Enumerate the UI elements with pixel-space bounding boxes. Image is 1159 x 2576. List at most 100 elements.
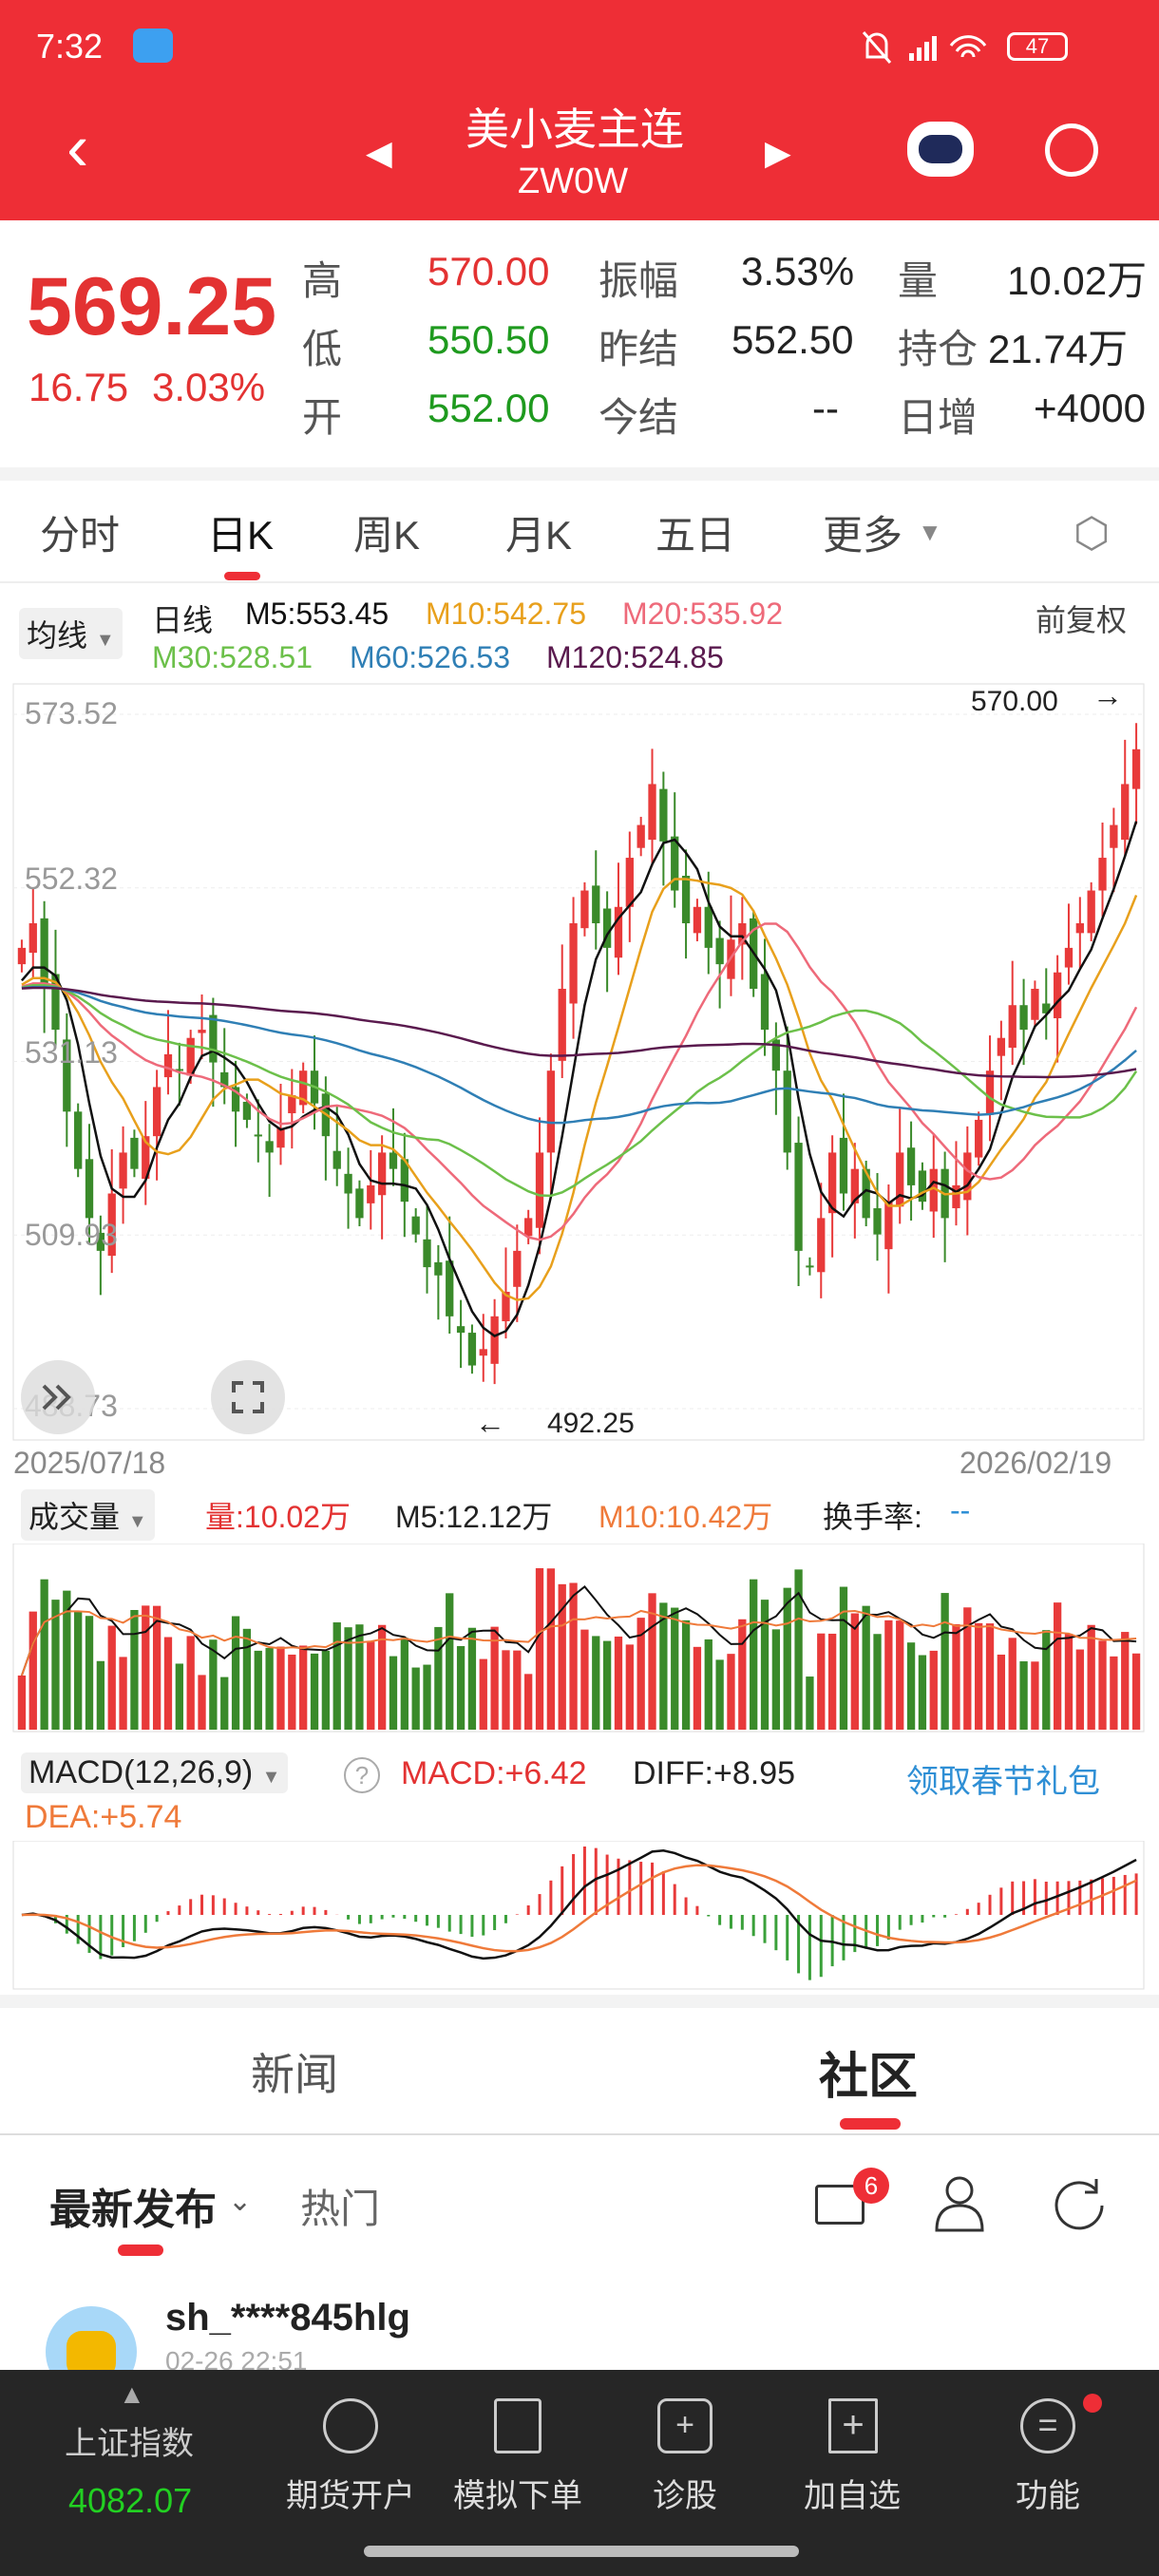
tab-community[interactable]: 社区 bbox=[819, 2050, 919, 2105]
menu-icon[interactable]: = bbox=[1020, 2398, 1075, 2453]
mail-icon[interactable] bbox=[815, 2185, 864, 2225]
candle bbox=[209, 1014, 218, 1063]
volume-bar bbox=[186, 1636, 195, 1730]
candle bbox=[952, 1184, 960, 1209]
nav-add-watchlist[interactable]: 加自选 bbox=[804, 2478, 901, 2514]
active-tab-indicator bbox=[224, 572, 260, 580]
candle bbox=[130, 1137, 139, 1169]
help-icon[interactable]: ? bbox=[344, 1757, 380, 1793]
candle bbox=[1087, 890, 1095, 934]
triangle-up-icon: ▲ bbox=[119, 2379, 145, 2409]
volume-bar bbox=[806, 1676, 814, 1730]
candle bbox=[693, 906, 702, 934]
candle bbox=[513, 1250, 522, 1287]
tab-news[interactable]: 新闻 bbox=[251, 2050, 338, 2099]
volume-bar bbox=[535, 1568, 544, 1730]
index-name[interactable]: 上证指数 bbox=[65, 2426, 194, 2462]
volume-bar bbox=[411, 1667, 420, 1730]
candle bbox=[558, 988, 566, 1061]
volume-bar bbox=[636, 1618, 645, 1730]
latest-posts-tab[interactable]: 最新发布 bbox=[49, 2187, 217, 2233]
candle bbox=[648, 784, 656, 841]
volume-bar bbox=[940, 1593, 949, 1730]
settings-hexagon-icon[interactable]: ⬡ bbox=[1074, 510, 1111, 557]
volume-bar bbox=[614, 1636, 623, 1730]
volume-bar bbox=[220, 1676, 229, 1730]
candle bbox=[929, 1168, 938, 1212]
m30-line bbox=[21, 984, 1138, 1198]
refresh-icon[interactable] bbox=[1049, 2171, 1110, 2232]
candle bbox=[839, 1137, 848, 1194]
status-time: 7:32 bbox=[36, 27, 104, 66]
candlestick-chart[interactable] bbox=[0, 682, 1159, 1442]
nav-simulated-order[interactable]: 模拟下单 bbox=[453, 2478, 582, 2514]
robot-assistant-icon[interactable] bbox=[907, 122, 974, 177]
futures-account-icon[interactable] bbox=[323, 2398, 378, 2453]
search-icon[interactable] bbox=[1045, 123, 1098, 177]
volume-chart bbox=[12, 1544, 1145, 1733]
candle bbox=[355, 1188, 364, 1219]
tab-weekly-k[interactable]: 周K bbox=[353, 513, 421, 558]
volume-bar bbox=[580, 1629, 589, 1730]
candle bbox=[276, 1127, 285, 1148]
nav-functions[interactable]: 功能 bbox=[1016, 2478, 1080, 2514]
volume-bar bbox=[355, 1624, 364, 1730]
macd-selector[interactable]: MACD(12,26,9) ▼ bbox=[21, 1752, 289, 1793]
next-contract-icon[interactable]: ▶ bbox=[765, 133, 791, 172]
volume-bar bbox=[929, 1650, 938, 1730]
volume-bar bbox=[377, 1624, 387, 1730]
candle bbox=[1053, 972, 1062, 1019]
chevron-down-icon[interactable]: ⌄ bbox=[228, 2186, 253, 2217]
tab-five-day[interactable]: 五日 bbox=[656, 513, 736, 558]
m30-label: M30:528.51 bbox=[152, 640, 314, 674]
candle bbox=[434, 1261, 443, 1276]
simulated-order-icon[interactable] bbox=[494, 2398, 542, 2453]
candle bbox=[715, 938, 724, 965]
tab-more[interactable]: 更多 bbox=[823, 513, 903, 558]
volume-bar bbox=[1131, 1653, 1141, 1730]
spring-gift-link[interactable]: 领取春节礼包 bbox=[906, 1764, 1100, 1800]
expand-icon[interactable] bbox=[21, 1360, 95, 1434]
candle bbox=[592, 885, 600, 924]
hot-posts-tab[interactable]: 热门 bbox=[300, 2187, 381, 2231]
volume-selector[interactable]: 成交量 ▼ bbox=[21, 1489, 155, 1541]
user-icon[interactable] bbox=[931, 2173, 988, 2234]
candle bbox=[1042, 1003, 1051, 1013]
volume-bar bbox=[1008, 1638, 1016, 1730]
candle bbox=[502, 1291, 510, 1322]
volume-bar bbox=[693, 1646, 702, 1730]
candle bbox=[896, 1152, 904, 1207]
m10-line bbox=[21, 878, 1138, 1301]
volume-bar bbox=[1110, 1656, 1118, 1730]
diagnose-icon[interactable]: + bbox=[657, 2398, 712, 2453]
candle bbox=[569, 923, 578, 1004]
home-indicator[interactable] bbox=[364, 2546, 799, 2557]
back-icon[interactable]: ‹ bbox=[66, 110, 89, 184]
tab-daily-k[interactable]: 日K bbox=[207, 513, 275, 558]
post-username[interactable]: sh_****845hlg bbox=[165, 2297, 410, 2339]
candle bbox=[738, 923, 747, 945]
candle bbox=[254, 1134, 262, 1137]
volume-bar bbox=[142, 1605, 150, 1730]
period-label: 日线 bbox=[152, 603, 214, 637]
battery-icon: 47 bbox=[1007, 32, 1068, 61]
candle bbox=[377, 1152, 387, 1196]
volume-bar bbox=[479, 1658, 487, 1730]
ma-selector[interactable]: 均线 ▼ bbox=[19, 608, 123, 659]
fullscreen-icon[interactable] bbox=[211, 1360, 285, 1434]
more-dropdown-icon[interactable]: ▼ bbox=[918, 518, 942, 546]
nav-futures-account[interactable]: 期货开户 bbox=[286, 2478, 415, 2514]
tab-timeshare[interactable]: 分时 bbox=[40, 513, 121, 558]
volume-bar bbox=[963, 1607, 972, 1730]
bottom-nav bbox=[0, 2370, 1159, 2576]
prev-contract-icon[interactable]: ◀ bbox=[366, 133, 392, 172]
adjust-mode-button[interactable]: 前复权 bbox=[1036, 603, 1128, 637]
candle bbox=[446, 1260, 454, 1316]
y-tick: 552.32 bbox=[25, 862, 118, 896]
candle bbox=[602, 908, 612, 948]
divider bbox=[0, 581, 1159, 583]
add-watchlist-icon[interactable]: + bbox=[828, 2398, 878, 2453]
high-label: 高 bbox=[302, 258, 343, 303]
nav-diagnose[interactable]: 诊股 bbox=[653, 2478, 717, 2514]
tab-monthly-k[interactable]: 月K bbox=[505, 513, 573, 558]
